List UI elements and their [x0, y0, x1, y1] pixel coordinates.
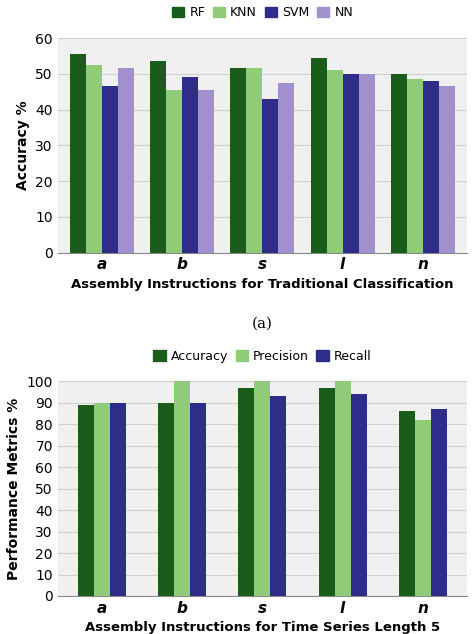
Bar	[246, 68, 263, 252]
Y-axis label: Performance Metrics %: Performance Metrics %	[7, 398, 21, 579]
Text: (a): (a)	[252, 317, 273, 331]
Bar	[263, 99, 278, 252]
Bar	[415, 420, 431, 596]
Bar	[335, 382, 351, 596]
Bar	[182, 77, 198, 252]
Bar	[255, 382, 271, 596]
Bar	[94, 403, 110, 596]
Bar	[158, 403, 174, 596]
Bar	[278, 83, 294, 252]
Bar	[110, 403, 126, 596]
Bar	[198, 90, 214, 252]
Bar	[86, 65, 102, 252]
Bar	[439, 86, 455, 252]
Bar	[343, 74, 359, 252]
Bar	[327, 70, 343, 252]
Bar	[190, 403, 206, 596]
Bar	[78, 405, 94, 596]
Bar	[166, 90, 182, 252]
Bar	[150, 61, 166, 252]
Bar	[230, 68, 246, 252]
X-axis label: Assembly Instructions for Time Series Length 5: Assembly Instructions for Time Series Le…	[85, 621, 440, 634]
Bar	[399, 411, 415, 596]
Bar	[391, 74, 407, 252]
Legend: Accuracy, Precision, Recall: Accuracy, Precision, Recall	[148, 345, 377, 368]
Bar	[271, 396, 286, 596]
Bar	[407, 79, 423, 252]
Bar	[359, 74, 375, 252]
X-axis label: Assembly Instructions for Traditional Classification: Assembly Instructions for Traditional Cl…	[71, 278, 454, 291]
Bar	[174, 382, 190, 596]
Bar	[70, 54, 86, 252]
Bar	[351, 394, 367, 596]
Bar	[319, 388, 335, 596]
Legend: RF, KNN, SVM, NN: RF, KNN, SVM, NN	[167, 1, 358, 24]
Bar	[431, 410, 447, 596]
Y-axis label: Accuracy %: Accuracy %	[16, 101, 30, 190]
Bar	[118, 68, 134, 252]
Bar	[238, 388, 255, 596]
Bar	[310, 58, 327, 252]
Bar	[102, 86, 118, 252]
Bar	[423, 81, 439, 252]
